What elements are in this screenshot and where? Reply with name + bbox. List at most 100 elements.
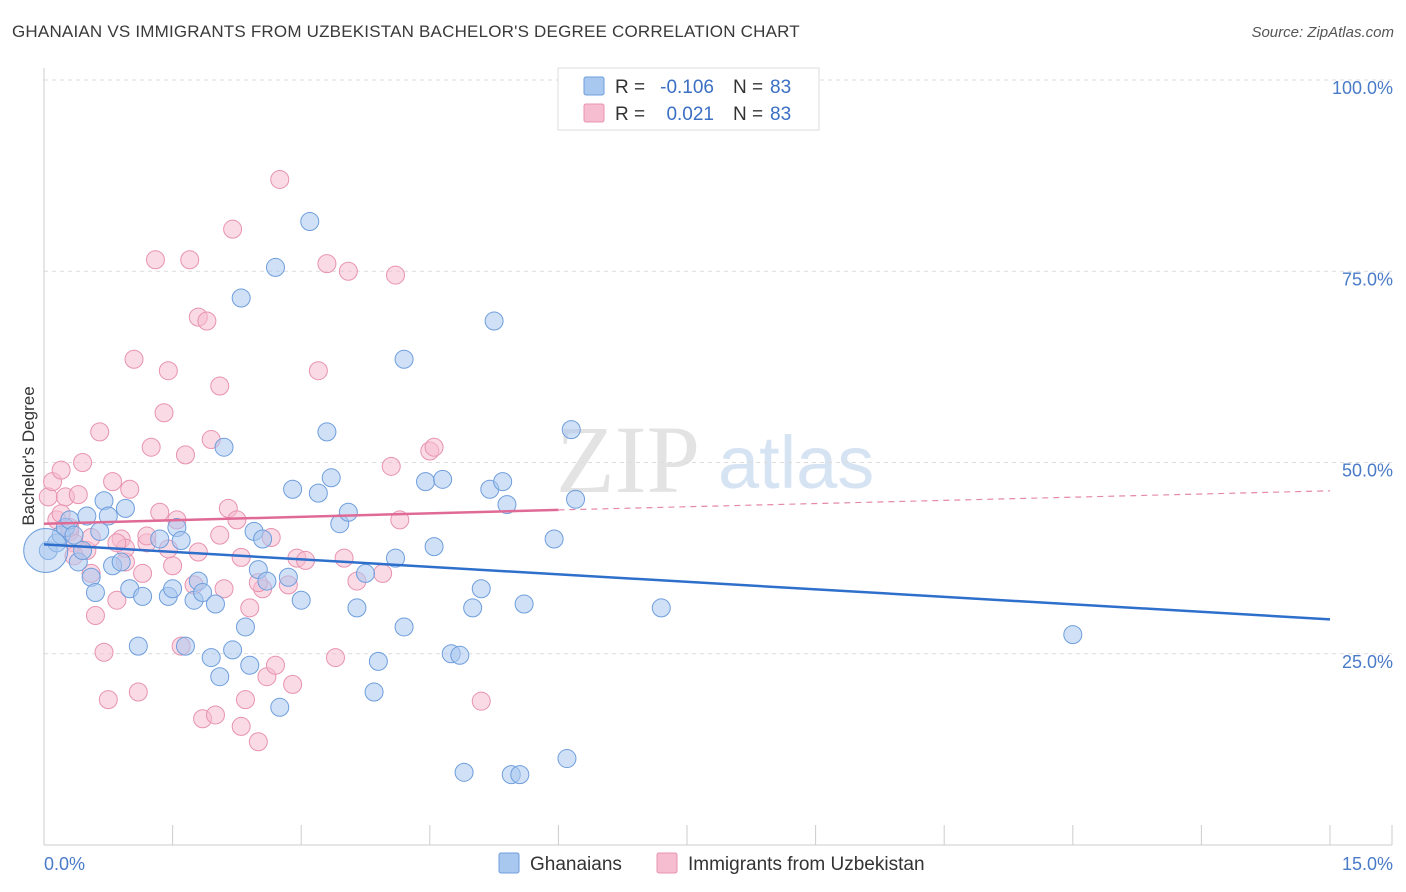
ghanaian-point	[557, 749, 577, 769]
legend-n-value-ghanaians: 83	[770, 77, 791, 98]
x-tick-labels: 0.0% 15.0%	[44, 854, 1393, 874]
uzbekistan-point	[373, 563, 393, 583]
ghanaian-point	[300, 212, 320, 232]
ghanaian-point	[433, 469, 453, 489]
uzbekistan-point	[283, 674, 303, 694]
uzbekistan-point	[334, 548, 354, 568]
uzbekistan-point	[154, 403, 174, 423]
uzbekistan-point	[210, 525, 230, 545]
ghanaian-point	[347, 598, 367, 618]
legend-n-label-ghanaians: N =	[733, 77, 763, 98]
ghanaian-point	[98, 506, 118, 526]
ghanaian-point	[386, 548, 406, 568]
uzbekistan-trend-extension	[558, 490, 1331, 511]
ghanaian-point	[561, 420, 581, 440]
ghanaian-point	[278, 567, 298, 587]
ghanaian-point	[308, 483, 328, 503]
ghanaian-point	[77, 506, 97, 526]
uzbekistan-point	[214, 579, 234, 599]
uzbekistan-point	[175, 445, 195, 465]
uzbekistan-point	[205, 705, 225, 725]
legend-r-label-ghanaians: R =	[615, 77, 645, 98]
ghanaian-point	[133, 586, 153, 606]
uzbekistan-swatch-icon	[583, 103, 605, 123]
uzbekistan-point	[223, 219, 243, 239]
ghanaian-point	[171, 531, 191, 551]
ghanaian-point	[235, 617, 255, 637]
ghanaian-point	[514, 594, 534, 614]
legend-uzbekistan-label: Immigrants from Uzbekistan	[688, 854, 925, 875]
ghanaian-point	[201, 648, 221, 668]
y-tick-labels: 25.0% 50.0% 75.0% 100.0%	[1332, 78, 1393, 672]
uzbekistan-point	[133, 563, 153, 583]
ghanaians-swatch-icon	[583, 76, 605, 96]
y-tick-label: 25.0%	[1342, 652, 1393, 672]
uzbekistan-point	[141, 437, 161, 457]
ghanaian-point	[64, 525, 84, 545]
ghanaian-point	[454, 762, 474, 782]
uzbekistan-point	[248, 732, 268, 752]
ghanaian-point	[394, 617, 414, 637]
stats-legend: R = -0.106 N = 83 R = 0.021 N = 83	[557, 67, 820, 131]
ghanaian-point	[253, 529, 273, 549]
ghanaian-point	[471, 579, 491, 599]
ghanaian-point	[240, 655, 260, 675]
ghanaian-point	[210, 667, 230, 687]
ghanaian-point	[651, 598, 671, 618]
uzbekistan-point	[381, 456, 401, 476]
uzbekistan-point	[98, 690, 118, 710]
ghanaians-points	[38, 169, 491, 752]
ghanaian-points	[23, 212, 1083, 785]
uzbekistan-point	[180, 250, 200, 270]
ghanaian-point	[463, 598, 483, 618]
uzbekistan-point	[94, 642, 114, 662]
legend-uzbekistan-icon	[656, 852, 678, 874]
ghanaian-point	[356, 563, 375, 583]
uzbekistan-point	[231, 716, 251, 736]
legend-ghanaians-label: Ghanaians	[530, 854, 622, 875]
ghanaian-point	[163, 579, 183, 599]
uzbekistan-point	[235, 690, 255, 710]
uzbekistan-point	[210, 376, 230, 396]
ghanaian-point	[283, 479, 303, 499]
ghanaian-point	[424, 537, 444, 557]
uzbekistan-point	[265, 655, 285, 675]
ghanaian-point	[270, 697, 290, 717]
ghanaian-point	[566, 489, 586, 509]
ghanaian-point	[450, 645, 470, 665]
y-tick-label: 50.0%	[1342, 461, 1393, 481]
x-tick-label: 15.0%	[1342, 854, 1393, 874]
legend-r-value-ghanaians: -0.106	[660, 77, 714, 98]
uzbekistan-point	[150, 502, 170, 522]
source-credit: Source: ZipAtlas.com	[1251, 24, 1394, 41]
y-axis-label: Bachelor's Degree	[19, 386, 38, 525]
chart-title: GHANAIAN VS IMMIGRANTS FROM UZBEKISTAN B…	[12, 22, 800, 41]
uzbekistan-point	[317, 254, 337, 274]
ghanaian-point	[175, 636, 195, 656]
ghanaian-point	[321, 468, 341, 488]
ghanaian-point	[205, 594, 225, 614]
ghanaian-point	[23, 527, 69, 573]
ghanaian-point	[257, 571, 277, 591]
uzbekistan-point	[158, 361, 178, 381]
uzbekistan-point	[103, 472, 123, 492]
uzbekistan-point	[90, 422, 110, 442]
uzbekistan-point	[325, 648, 345, 668]
ghanaian-point	[128, 636, 148, 656]
uzbekistan-point	[338, 261, 358, 281]
ghanaian-point	[493, 472, 513, 492]
trend-lines	[43, 490, 1331, 621]
uzbekistan-point	[120, 479, 140, 499]
uzbekistan-point	[107, 590, 127, 610]
uzbekistan-point	[124, 349, 144, 369]
ghanaian-point	[291, 590, 311, 610]
ghanaian-point	[317, 422, 337, 442]
ghanaian-point	[265, 257, 285, 277]
ghanaian-point	[111, 552, 131, 572]
uzbekistan-point	[51, 460, 71, 480]
uzbekistan-point	[386, 265, 406, 285]
uzbekistan-point	[270, 169, 290, 189]
legend-n-value-uzbekistan: 83	[770, 104, 791, 125]
uzbekistan-trend-line	[43, 508, 559, 525]
